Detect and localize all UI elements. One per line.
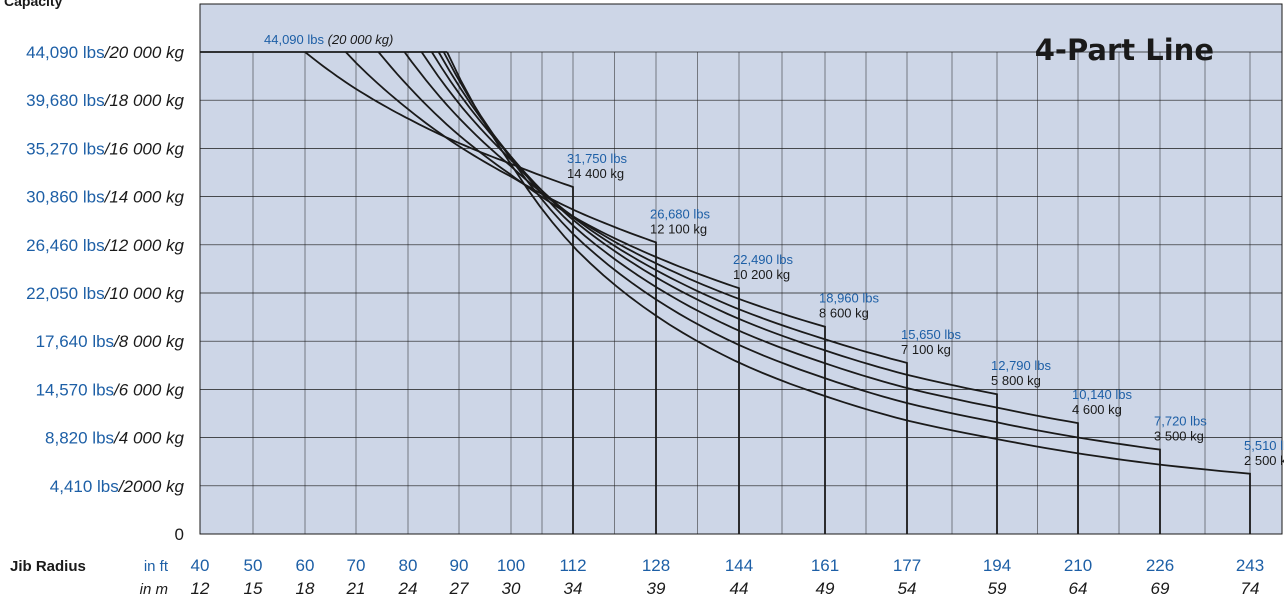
x-tick-ft: 177	[893, 556, 921, 575]
curve-end-label-kg: 7 100 kg	[901, 342, 951, 357]
y-axis-labels: 0 4,410 lbs/2000 kg 8,820 lbs/4 000 kg 14,5…	[26, 43, 184, 544]
load-curves	[200, 51, 1251, 534]
x-unit-m: in m	[140, 581, 168, 598]
x-tick-m: 59	[988, 579, 1007, 598]
x-tick-m: 24	[398, 579, 418, 598]
x-tick-m: 74	[1241, 579, 1260, 598]
curve-end-label-kg: 10 200 kg	[733, 267, 790, 282]
curve-end-label-kg: 4 600 kg	[1072, 402, 1122, 417]
curve-end-label-kg: 5 800 kg	[991, 373, 1041, 388]
curve-end-label-lbs: 10,140 lbs	[1072, 387, 1132, 402]
x-tick-m: 18	[296, 579, 315, 598]
plot-frame	[199, 3, 1283, 535]
load-curve-69m	[442, 51, 1161, 534]
x-axis-title: Jib Radius	[10, 558, 86, 575]
x-tick-ft: 194	[983, 556, 1011, 575]
y-axis-title: Capacity	[4, 0, 63, 9]
y-tick-label: 30,860 lbs/14 000 kg	[26, 188, 184, 207]
x-tick-m: 44	[730, 579, 749, 598]
x-tick-ft: 60	[296, 556, 315, 575]
load-curve-39m	[345, 51, 657, 534]
x-tick-m: 34	[564, 579, 583, 598]
x-tick-m: 30	[502, 579, 521, 598]
x-tick-ft: 243	[1236, 556, 1264, 575]
plot-background	[200, 4, 1282, 534]
x-tick-m: 21	[346, 579, 366, 598]
curve-end-label-kg: 12 100 kg	[650, 221, 707, 236]
x-tick-m: 64	[1069, 579, 1088, 598]
load-curve-64m	[437, 51, 1079, 534]
x-tick-ft: 100	[497, 556, 525, 575]
x-axis-labels: 40 12 50 15 60 18 70 21 80 24 90 27 100 30 112 34 128 39 1…	[191, 556, 1265, 598]
load-curve-59m	[431, 51, 998, 534]
y-tick-label: 35,270 lbs/16 000 kg	[26, 139, 184, 158]
x-tick-ft: 90	[450, 556, 469, 575]
x-tick-ft: 128	[642, 556, 670, 575]
curve-end-label-kg: 8 600 kg	[819, 306, 869, 321]
curve-end-label-lbs: 12,790 lbs	[991, 358, 1051, 373]
x-tick-m: 15	[244, 579, 263, 598]
x-tick-m: 54	[898, 579, 917, 598]
x-tick-ft: 50	[244, 556, 263, 575]
load-curve-54m	[420, 51, 908, 534]
curve-end-label-kg: 2 500 kg	[1244, 453, 1284, 468]
x-tick-m: 27	[449, 579, 469, 598]
load-curve-74m	[446, 51, 1251, 534]
max-capacity-label: 44,090 lbs (20 000 kg)	[264, 32, 393, 47]
y-tick-label: 26,460 lbs/12 000 kg	[26, 236, 184, 255]
x-tick-ft: 70	[347, 556, 366, 575]
x-tick-ft: 40	[191, 556, 210, 575]
y-tick-label: 17,640 lbs/8 000 kg	[36, 332, 185, 351]
x-tick-ft: 144	[725, 556, 753, 575]
curve-end-label-kg: 3 500 kg	[1154, 429, 1204, 444]
x-tick-m: 39	[647, 579, 666, 598]
curve-end-label-lbs: 7,720 lbs	[1154, 414, 1207, 429]
x-tick-ft: 226	[1146, 556, 1174, 575]
y-tick-label: 4,410 lbs/2000 kg	[50, 477, 185, 496]
x-tick-ft: 161	[811, 556, 839, 575]
curve-end-label-lbs: 31,750 lbs	[567, 151, 627, 166]
y-tick-label: 0	[175, 525, 184, 544]
curve-end-label-lbs: 26,680 lbs	[650, 206, 710, 221]
y-tick-label: 8,820 lbs/4 000 kg	[45, 429, 184, 448]
x-tick-ft: 112	[559, 556, 586, 575]
chart-title: 4-Part Line	[1035, 33, 1214, 67]
y-tick-label: 22,050 lbs/10 000 kg	[26, 284, 184, 303]
load-curve-49m	[403, 51, 826, 534]
x-unit-ft: in ft	[144, 558, 169, 575]
y-tick-label: 44,090 lbs/20 000 kg	[26, 43, 184, 62]
curve-end-label-lbs: 22,490 lbs	[733, 252, 793, 267]
x-tick-ft: 80	[399, 556, 418, 575]
x-tick-ft: 210	[1064, 556, 1092, 575]
x-tick-m: 12	[191, 579, 210, 598]
curve-end-label-kg: 14 400 kg	[567, 166, 624, 181]
y-tick-label: 39,680 lbs/18 000 kg	[26, 91, 184, 110]
curve-end-label-lbs: 15,650 lbs	[901, 327, 961, 342]
curve-end-label-lbs: 5,510 lbs	[1244, 438, 1284, 453]
x-tick-m: 49	[816, 579, 835, 598]
y-tick-label: 14,570 lbs/6 000 kg	[36, 380, 185, 399]
curve-end-label-lbs: 18,960 lbs	[819, 291, 879, 306]
x-tick-m: 69	[1151, 579, 1170, 598]
